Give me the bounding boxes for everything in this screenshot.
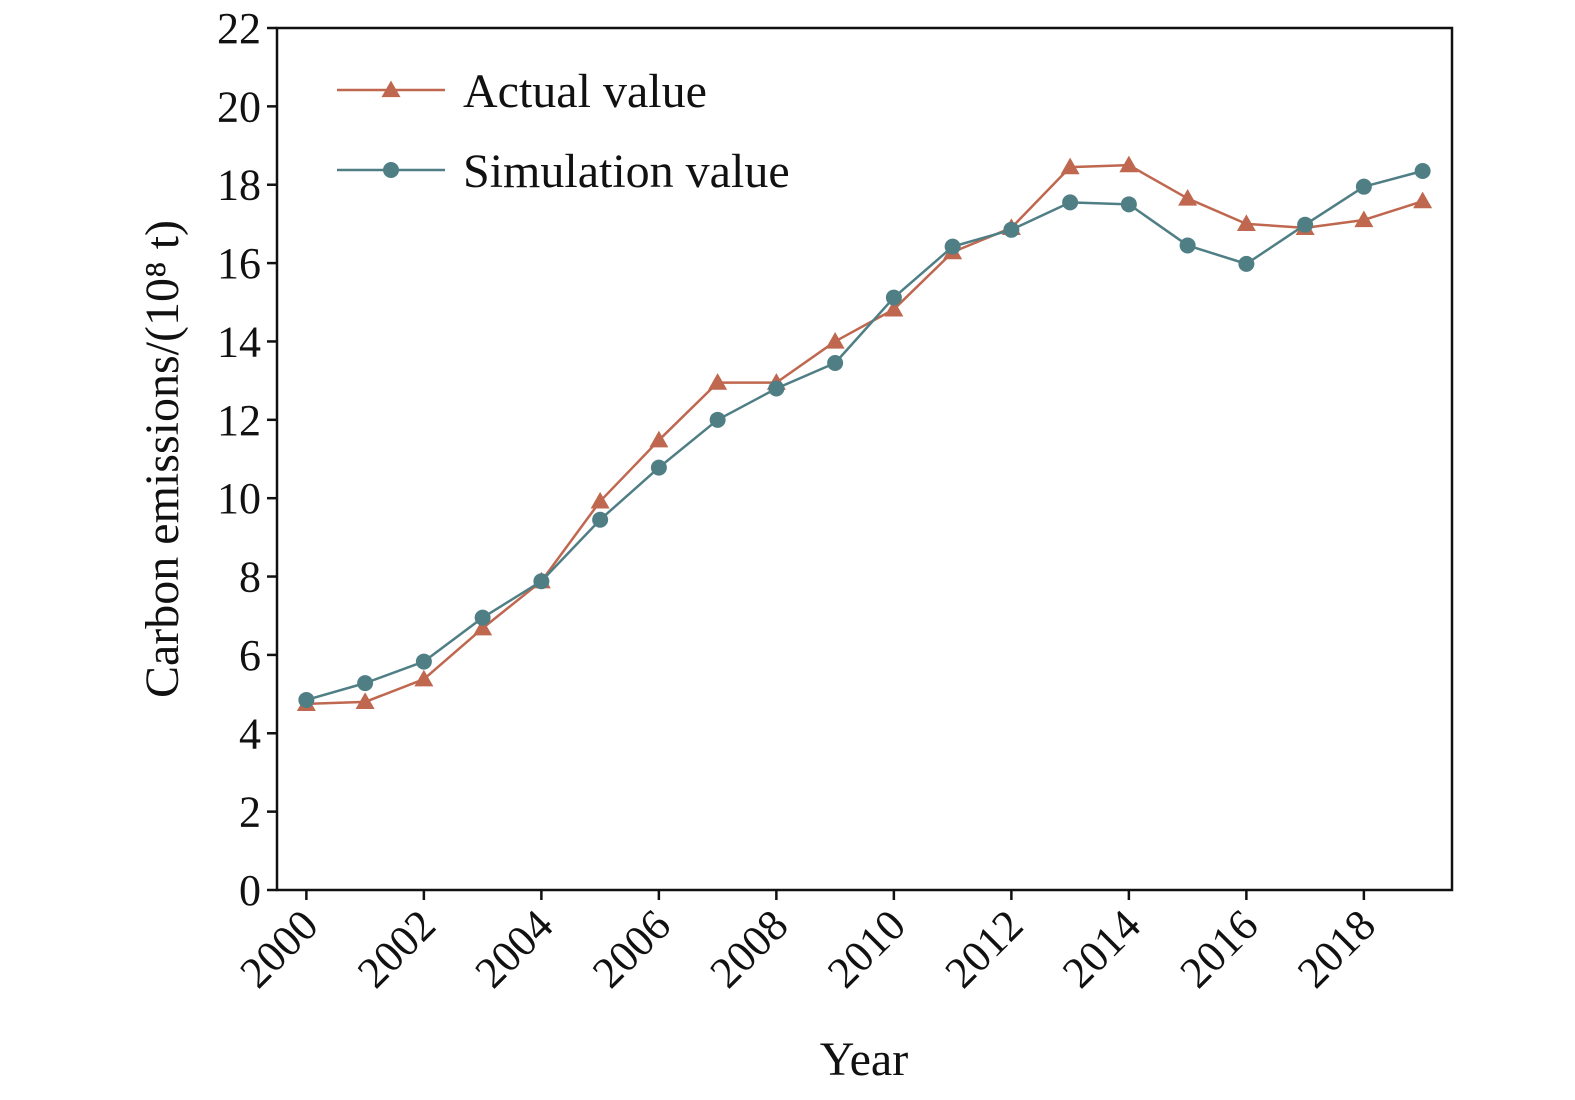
simulation-value-point: [533, 573, 550, 590]
actual-value-point: [649, 430, 669, 448]
y-tick-label: 10: [217, 474, 261, 523]
y-tick-label: 22: [217, 4, 261, 53]
actual-value-line: [306, 163, 1424, 706]
simulation-value-point: [944, 238, 961, 255]
simulation-value-point: [1297, 216, 1314, 233]
simulation-value-point: [1003, 221, 1020, 238]
actual-value-point: [1178, 188, 1198, 206]
simulation-value-line: [306, 169, 1423, 702]
simulation-value-point: [592, 511, 609, 528]
simulation-value-point: [474, 609, 491, 626]
y-tick-label: 14: [217, 317, 261, 366]
x-tick-label: 2010: [818, 900, 915, 997]
x-tick-label: 2006: [583, 900, 680, 997]
simulation-value-point: [1179, 237, 1196, 254]
legend-marker-simulation-value: [383, 162, 399, 178]
actual-value-point: [1236, 214, 1256, 232]
simulation-value-point: [768, 380, 785, 397]
simulation-value-point: [1062, 194, 1079, 211]
legend-marker-actual-value: [381, 80, 401, 98]
simulation-value-point: [885, 289, 902, 306]
simulation-value-point: [709, 411, 726, 428]
x-tick-label: 2002: [348, 900, 445, 997]
simulation-value-point: [1238, 255, 1255, 272]
x-tick-label: 2014: [1053, 900, 1150, 997]
y-tick-label: 20: [217, 82, 261, 131]
y-tick-label: 2: [239, 788, 261, 837]
simulation-value-point: [357, 675, 374, 692]
x-tick-label: 2016: [1171, 900, 1268, 997]
simulation-value-point: [1414, 163, 1431, 180]
actual-value-point: [1354, 210, 1374, 228]
simulation-value-point: [298, 691, 315, 708]
simulation-value-point: [1355, 178, 1372, 195]
x-axis-title: Year: [820, 1033, 908, 1086]
y-tick-label: 8: [239, 553, 261, 602]
actual-value-point: [473, 618, 493, 636]
legend-label-actual-value: Actual value: [463, 65, 707, 118]
actual-value-point: [708, 373, 728, 390]
x-tick-label: 2012: [936, 900, 1033, 997]
x-tick-label: 2018: [1288, 900, 1385, 997]
x-tick-label: 2008: [701, 900, 798, 997]
y-tick-label: 18: [217, 161, 261, 210]
simulation-value-point: [415, 653, 432, 670]
actual-value-point: [1060, 157, 1080, 175]
plot-frame: [275, 26, 1454, 892]
y-axis-title: Carbon emissions/(10⁸ t): [136, 220, 189, 698]
y-tick-label: 6: [239, 631, 261, 680]
actual-value-point: [1413, 191, 1433, 209]
legend: Actual value Simulation value: [337, 65, 790, 198]
actual-value-point: [825, 331, 845, 349]
simulation-value-point: [650, 459, 667, 476]
series-layer: [296, 155, 1433, 712]
actual-value-point: [590, 491, 610, 509]
x-tick-label: 2004: [466, 900, 563, 997]
y-tick-label: 0: [239, 866, 261, 915]
y-tick-label: 16: [217, 239, 261, 288]
legend-label-simulation-value: Simulation value: [463, 145, 790, 198]
actual-value-point: [414, 669, 434, 687]
simulation-value-point: [1120, 196, 1137, 213]
simulation-value-point: [827, 355, 844, 372]
y-tick-label: 4: [239, 709, 261, 758]
actual-value-point: [355, 692, 375, 710]
y-tick-label: 12: [217, 396, 261, 445]
actual-value-point: [1119, 155, 1139, 173]
actual-value-point: [884, 299, 904, 317]
